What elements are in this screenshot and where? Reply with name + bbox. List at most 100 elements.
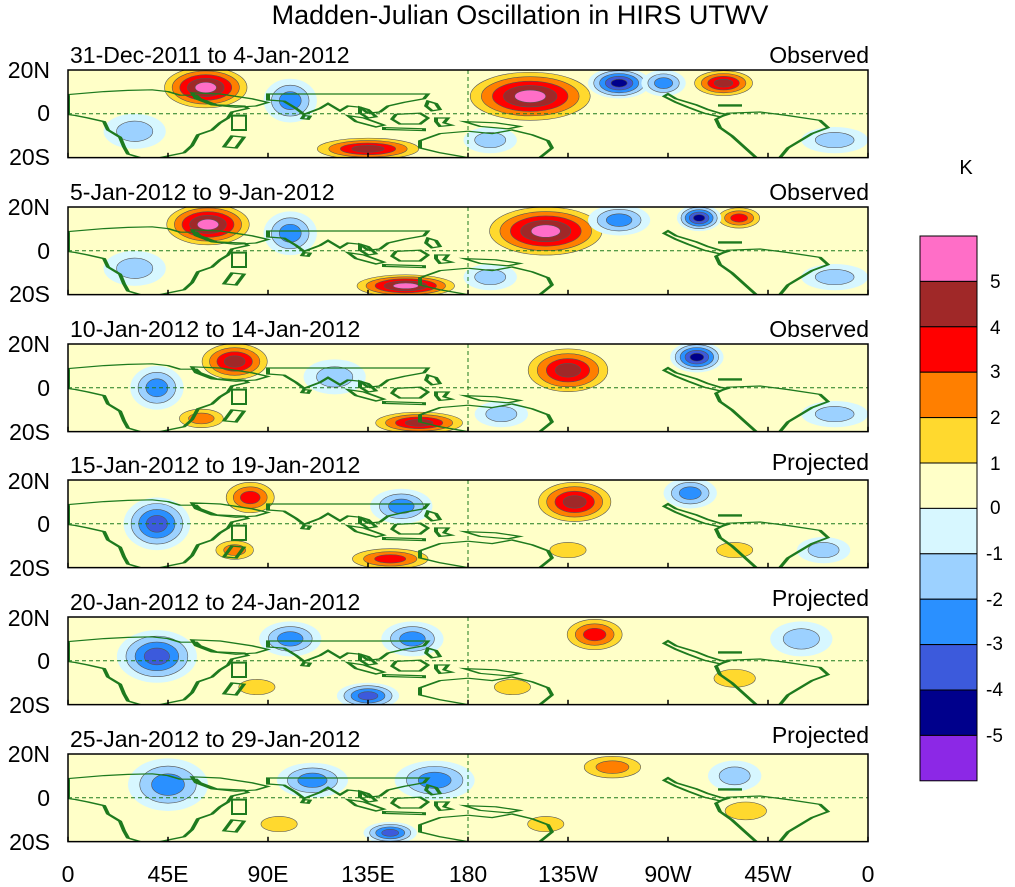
lon-label: 45E <box>148 861 189 887</box>
positive-anomaly-contour <box>531 225 560 237</box>
positive-anomaly-contour <box>583 628 606 641</box>
colorbar-swatch <box>919 553 978 600</box>
positive-anomaly-contour <box>725 802 766 820</box>
lat-label-0: 0 <box>37 511 50 537</box>
negative-anomaly-contour <box>279 224 301 242</box>
lat-label-0: 0 <box>37 648 50 674</box>
positive-anomaly-contour <box>240 491 260 504</box>
index-box <box>232 800 246 814</box>
panel-type-label: Projected <box>772 722 869 748</box>
panel-type-label: Observed <box>769 316 869 342</box>
colorbar-label: 3 <box>990 362 1001 383</box>
colorbar-label: 0 <box>990 498 1001 519</box>
colorbar-label: 5 <box>990 272 1001 293</box>
panel-period-label: 15-Jan-2012 to 19-Jan-2012 <box>70 452 360 478</box>
panel-period-label: 5-Jan-2012 to 9-Jan-2012 <box>70 179 335 205</box>
colorbar-swatch <box>919 644 978 691</box>
lat-label-20n: 20N <box>8 468 50 494</box>
colorbar-label: -1 <box>986 544 1003 565</box>
negative-anomaly-contour <box>152 774 185 796</box>
lon-label: 135E <box>341 861 395 887</box>
map-panel-6 <box>68 752 868 844</box>
lat-label-20s: 20S <box>9 555 50 581</box>
colorbar-label: -2 <box>986 590 1003 611</box>
negative-anomaly-contour <box>117 121 153 141</box>
panel-type-label: Observed <box>769 42 869 68</box>
lon-label: 135W <box>538 861 598 887</box>
panel-period-label: 20-Jan-2012 to 24-Jan-2012 <box>70 589 360 615</box>
colorbar-label: -5 <box>986 726 1003 747</box>
colorbar-swatch <box>919 280 978 328</box>
colorbar-label: 2 <box>990 408 1001 429</box>
positive-anomaly-contour <box>555 363 580 377</box>
panel-2: 5-Jan-2012 to 9-Jan-2012 Observed 20N 0 … <box>8 179 869 307</box>
index-box <box>232 253 246 267</box>
lat-label-0: 0 <box>37 375 50 401</box>
colorbar-swatches <box>919 235 978 782</box>
negative-anomaly-contour <box>611 79 627 87</box>
positive-anomaly-contour <box>352 145 384 152</box>
panel-3: 10-Jan-2012 to 14-Jan-2012 Observed 20N … <box>8 316 869 445</box>
positive-anomaly-contour <box>731 214 748 222</box>
colorbar-label: -3 <box>986 634 1003 655</box>
lon-label: 0 <box>62 861 75 887</box>
panel-type-label: Projected <box>772 585 869 611</box>
positive-anomaly-contour <box>375 555 406 563</box>
colorbar: 5 4 3 2 1 0 -1 -2 -3 -4 -5 <box>919 235 1003 782</box>
negative-anomaly-contour <box>317 367 353 387</box>
colorbar-label: 4 <box>990 318 1001 339</box>
negative-anomaly-contour <box>783 629 819 649</box>
negative-anomaly-contour <box>382 829 399 836</box>
lat-label-20n: 20N <box>8 605 50 631</box>
positive-anomaly-contour <box>515 90 546 102</box>
negative-anomaly-contour <box>679 487 701 500</box>
colorbar-swatch <box>919 598 978 646</box>
negative-anomaly-contour <box>690 353 704 361</box>
lon-label: 90E <box>248 861 289 887</box>
positive-anomaly-contour <box>195 82 216 93</box>
negative-anomaly-contour <box>277 632 303 646</box>
lat-label-0: 0 <box>37 100 50 126</box>
negative-anomaly-contour <box>719 767 750 785</box>
colorbar-swatch <box>919 371 978 419</box>
map-panel-4 <box>68 478 868 572</box>
panel-type-label: Observed <box>769 179 869 205</box>
index-box <box>232 526 246 540</box>
lat-label-0: 0 <box>37 785 50 811</box>
negative-anomaly-contour <box>146 515 167 532</box>
lat-label-20n: 20N <box>8 194 50 220</box>
colorbar-unit: K <box>959 157 973 179</box>
lon-label: 90W <box>644 861 692 887</box>
negative-anomaly-contour <box>418 772 451 788</box>
lon-label: 180 <box>449 861 487 887</box>
index-box <box>232 116 246 130</box>
map-panel-3 <box>68 340 868 436</box>
index-box <box>232 390 246 404</box>
positive-anomaly-contour <box>714 79 732 87</box>
panel-period-label: 25-Jan-2012 to 29-Jan-2012 <box>70 726 360 752</box>
panel-type-label: Projected <box>772 449 869 475</box>
positive-anomaly-contour <box>563 496 586 508</box>
lat-label-20n: 20N <box>8 331 50 357</box>
panel-6: 25-Jan-2012 to 29-Jan-2012 Projected 20N… <box>8 722 869 855</box>
negative-anomaly-contour <box>400 632 426 646</box>
longitude-axis: 0 45E 90E 135E 180 135W 90W 45W 0 <box>62 861 875 887</box>
colorbar-swatch <box>919 417 978 464</box>
index-box <box>232 663 246 677</box>
colorbar-swatch <box>919 507 978 555</box>
positive-anomaly-contour <box>393 283 418 289</box>
map-panel-2 <box>68 200 868 299</box>
colorbar-swatch <box>919 462 978 509</box>
lat-label-20s: 20S <box>9 281 50 307</box>
positive-anomaly-contour <box>550 542 586 557</box>
panel-1: 31-Dec-2011 to 4-Jan-2012 Observed 20N 0… <box>8 42 869 170</box>
negative-anomaly-contour <box>815 269 854 284</box>
negative-anomaly-contour <box>486 406 517 421</box>
lat-label-0: 0 <box>37 238 50 264</box>
lat-label-20n: 20N <box>8 741 50 767</box>
colorbar-swatch <box>919 734 978 782</box>
positive-anomaly-contour <box>239 679 275 694</box>
negative-anomaly-contour <box>358 692 378 700</box>
negative-anomaly-contour <box>144 648 169 665</box>
colorbar-label: -4 <box>986 680 1003 701</box>
